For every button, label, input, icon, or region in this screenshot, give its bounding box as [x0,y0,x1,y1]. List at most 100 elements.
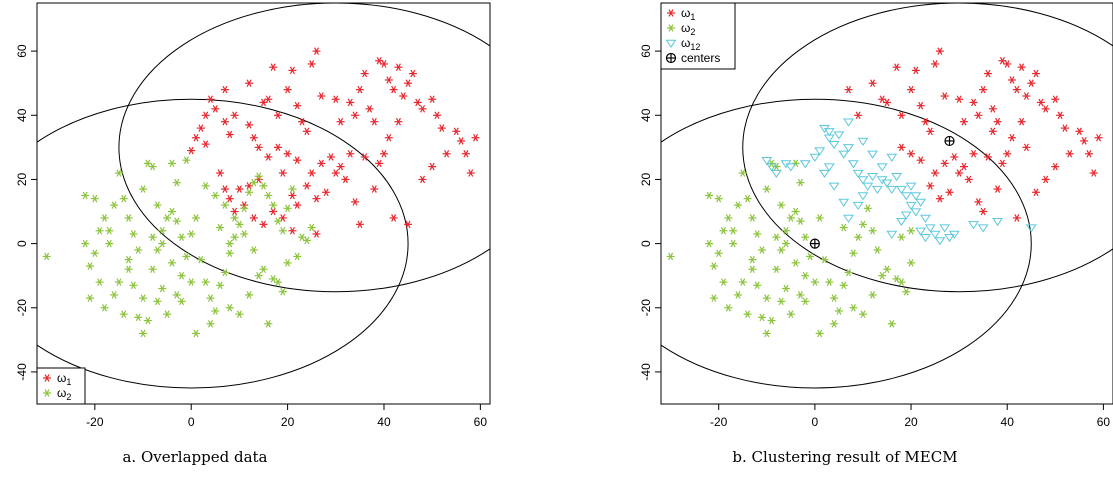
data-point [733,291,742,299]
data-point [245,188,254,197]
data-point [979,207,988,216]
data-point [1008,76,1017,84]
plot-frame [660,2,1113,405]
data-point [249,133,258,142]
data-point [206,95,215,104]
data-point [1065,149,1074,158]
data-point [931,60,940,68]
data-point [105,226,114,235]
data-point [777,297,786,306]
data-point [86,262,95,270]
data-point [148,162,157,171]
data-point [249,178,258,187]
data-point [895,185,907,195]
data-point [743,194,752,203]
data-point [124,255,133,264]
data-point [375,159,384,168]
data-point [163,310,172,318]
data-point [753,230,762,238]
data-point [891,173,903,182]
data-point [100,214,109,222]
x-tick-label: 60 [474,415,488,429]
data-point [235,185,244,193]
data-point [815,329,824,338]
data-point [828,182,840,191]
data-point [854,111,863,120]
data-point [187,278,196,286]
y-tick-label: 0 [639,240,653,247]
x-tick-label: 40 [1001,415,1015,429]
data-point [216,223,225,232]
data-point [201,140,210,148]
data-point [843,214,854,223]
data-point [977,224,989,233]
data-point [269,207,278,216]
data-point [868,291,877,299]
data-point [370,185,379,193]
data-point [124,265,133,274]
data-point [729,239,738,248]
data-point [110,201,119,209]
data-point [705,239,714,248]
data-point [201,278,210,286]
data-point [192,214,201,222]
data-point [964,175,973,184]
legend-label: centers [681,51,720,65]
data-point [278,169,287,177]
data-point [940,92,949,100]
data-point [1075,127,1084,136]
data-point [748,214,757,222]
data-point [834,307,843,315]
data-point [974,198,983,206]
data-point [201,111,210,120]
x-tick-label: 40 [377,415,391,429]
data-point [849,303,858,312]
data-point [124,214,133,222]
data-point [283,149,292,158]
data-point [857,192,869,201]
data-point [293,201,302,209]
data-point [1027,79,1036,87]
data-point [998,159,1007,168]
data-point [785,163,797,172]
data-point [897,233,906,241]
data-point [220,268,229,277]
data-point [766,163,778,172]
data-point [254,271,263,280]
data-point [307,223,316,232]
data-point [331,95,340,104]
data-point [897,111,906,120]
data-point [220,85,229,94]
data-point [346,149,355,158]
data-point [336,117,345,126]
y-tick-label: -20 [639,299,653,317]
data-point [945,188,954,197]
data-point [249,214,258,222]
data-point [167,159,176,168]
data-point [312,194,321,203]
data-point [317,159,326,168]
data-point [772,265,781,274]
data-point [738,278,747,286]
data-point [770,169,782,178]
data-point [705,191,714,200]
data-point [1084,149,1093,158]
data-point [902,287,911,296]
data-point [283,259,292,267]
data-point [442,149,451,158]
data-point [172,178,181,187]
data-point [110,291,119,299]
data-point [365,105,374,113]
data-point [867,173,879,182]
data-point [959,117,968,126]
data-point [748,265,757,274]
y-tick-label: 40 [639,108,653,122]
data-point [220,117,229,126]
data-point [969,149,978,158]
data-point [791,159,800,168]
data-point [815,214,824,222]
data-point [839,223,848,232]
